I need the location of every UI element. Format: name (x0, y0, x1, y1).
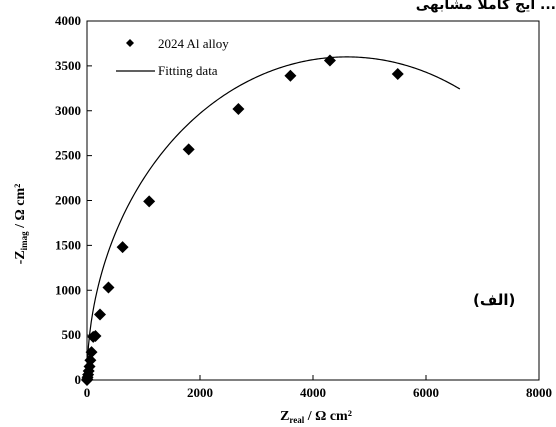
x-tick-label: 0 (84, 385, 91, 400)
x-axis-ticks: 0 2000 4000 6000 8000 (84, 375, 552, 400)
x-axis-title: Zreal / Ω cm² (280, 409, 352, 425)
legend-label-alloy: 2024 Al alloy (158, 36, 229, 51)
x-tick-label: 4000 (300, 385, 326, 400)
y-tick-label: 1500 (55, 237, 81, 252)
data-point (323, 54, 336, 67)
data-point (284, 69, 297, 82)
y-tick-label: 0 (75, 372, 82, 387)
data-point (143, 195, 156, 208)
y-axis-ticks: 0 500 1000 1500 2000 2500 3000 3500 4000 (55, 13, 92, 387)
legend: 2024 Al alloy Fitting data (116, 36, 229, 78)
data-point (116, 241, 129, 254)
x-tick-label: 6000 (413, 385, 439, 400)
legend-label-fit: Fitting data (158, 63, 218, 78)
legend-diamond-marker (126, 39, 134, 47)
data-point (84, 354, 97, 367)
data-points (81, 54, 404, 386)
data-point (93, 308, 106, 321)
fitting-curve (86, 56, 461, 381)
y-tick-label: 2500 (55, 148, 81, 163)
y-tick-label: 4000 (55, 13, 81, 28)
data-point (182, 143, 195, 156)
y-tick-label: 3500 (55, 58, 81, 73)
data-point (85, 346, 98, 359)
y-tick-label: 1000 (55, 282, 81, 297)
top-caption: ایج کاملا مشابهی ... (416, 0, 556, 13)
y-axis-title: -Zimag / Ω cm² (13, 184, 29, 265)
y-tick-label: 3000 (55, 103, 81, 118)
y-tick-label: 500 (62, 327, 82, 342)
x-tick-label: 2000 (187, 385, 213, 400)
panel-label: (الف) (473, 291, 515, 309)
x-tick-label: 8000 (526, 385, 552, 400)
y-tick-label: 2000 (55, 193, 81, 208)
data-point (89, 330, 102, 343)
data-point (391, 67, 404, 80)
data-point (232, 102, 245, 115)
data-point (102, 281, 115, 294)
plot-frame (86, 20, 540, 381)
